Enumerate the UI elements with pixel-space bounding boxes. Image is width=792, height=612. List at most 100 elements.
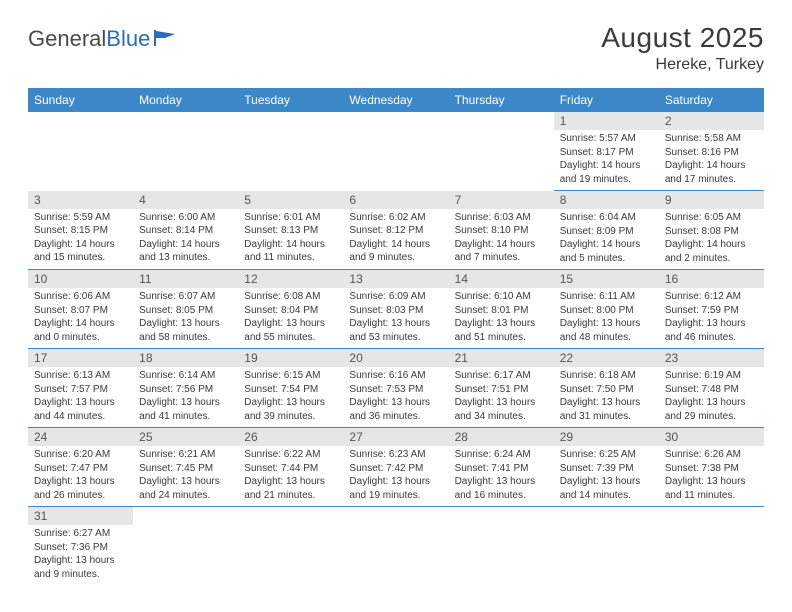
- daylight-line-b: and 46 minutes.: [665, 331, 758, 345]
- sunrise-line: Sunrise: 6:18 AM: [560, 369, 653, 383]
- sunset-line: Sunset: 7:39 PM: [560, 462, 653, 476]
- daylight-line-b: and 19 minutes.: [560, 173, 653, 187]
- daylight-line-a: Daylight: 13 hours: [665, 475, 758, 489]
- day-details: Sunrise: 6:13 AMSunset: 7:57 PMDaylight:…: [28, 367, 133, 427]
- day-number: 3: [28, 191, 133, 209]
- sunrise-line: Sunrise: 6:14 AM: [139, 369, 232, 383]
- sunset-line: Sunset: 7:47 PM: [34, 462, 127, 476]
- sunset-line: Sunset: 8:03 PM: [349, 304, 442, 318]
- day-details: Sunrise: 6:14 AMSunset: 7:56 PMDaylight:…: [133, 367, 238, 427]
- day-number: 27: [343, 428, 448, 446]
- day-details: Sunrise: 6:11 AMSunset: 8:00 PMDaylight:…: [554, 288, 659, 348]
- weekday-header: Monday: [133, 88, 238, 112]
- sunset-line: Sunset: 7:48 PM: [665, 383, 758, 397]
- day-number: 10: [28, 270, 133, 288]
- day-details: Sunrise: 5:57 AMSunset: 8:17 PMDaylight:…: [554, 130, 659, 190]
- day-number: 1: [554, 112, 659, 130]
- day-details: Sunrise: 6:17 AMSunset: 7:51 PMDaylight:…: [449, 367, 554, 427]
- sunrise-line: Sunrise: 6:13 AM: [34, 369, 127, 383]
- calendar-week-row: 17Sunrise: 6:13 AMSunset: 7:57 PMDayligh…: [28, 349, 764, 428]
- flag-icon: [153, 29, 179, 47]
- day-details: Sunrise: 6:19 AMSunset: 7:48 PMDaylight:…: [659, 367, 764, 427]
- daylight-line-a: Daylight: 13 hours: [139, 317, 232, 331]
- day-number: 20: [343, 349, 448, 367]
- day-details: Sunrise: 5:58 AMSunset: 8:16 PMDaylight:…: [659, 130, 764, 190]
- sunset-line: Sunset: 7:59 PM: [665, 304, 758, 318]
- daylight-line-b: and 16 minutes.: [455, 489, 548, 503]
- calendar-day-cell: 8Sunrise: 6:04 AMSunset: 8:09 PMDaylight…: [554, 191, 659, 270]
- calendar-day-cell: 13Sunrise: 6:09 AMSunset: 8:03 PMDayligh…: [343, 270, 448, 349]
- sunrise-line: Sunrise: 6:03 AM: [455, 211, 548, 225]
- day-details: Sunrise: 6:02 AMSunset: 8:12 PMDaylight:…: [343, 209, 448, 269]
- calendar-day-cell: 10Sunrise: 6:06 AMSunset: 8:07 PMDayligh…: [28, 270, 133, 349]
- sunrise-line: Sunrise: 5:57 AM: [560, 132, 653, 146]
- sunrise-line: Sunrise: 6:11 AM: [560, 290, 653, 304]
- day-number: 2: [659, 112, 764, 130]
- daylight-line-a: Daylight: 13 hours: [34, 396, 127, 410]
- daylight-line-a: Daylight: 14 hours: [665, 159, 758, 173]
- calendar-day-cell: [449, 112, 554, 191]
- calendar-day-cell: 15Sunrise: 6:11 AMSunset: 8:00 PMDayligh…: [554, 270, 659, 349]
- daylight-line-b: and 48 minutes.: [560, 331, 653, 345]
- sunset-line: Sunset: 8:07 PM: [34, 304, 127, 318]
- daylight-line-b: and 55 minutes.: [244, 331, 337, 345]
- calendar-day-cell: 26Sunrise: 6:22 AMSunset: 7:44 PMDayligh…: [238, 428, 343, 507]
- calendar-day-cell: 7Sunrise: 6:03 AMSunset: 8:10 PMDaylight…: [449, 191, 554, 270]
- daylight-line-b: and 19 minutes.: [349, 489, 442, 503]
- day-details: Sunrise: 6:05 AMSunset: 8:08 PMDaylight:…: [659, 209, 764, 269]
- calendar-day-cell: [554, 507, 659, 586]
- sunset-line: Sunset: 8:12 PM: [349, 224, 442, 238]
- calendar-day-cell: 27Sunrise: 6:23 AMSunset: 7:42 PMDayligh…: [343, 428, 448, 507]
- daylight-line-a: Daylight: 13 hours: [34, 554, 127, 568]
- sunrise-line: Sunrise: 6:04 AM: [560, 211, 653, 225]
- daylight-line-a: Daylight: 13 hours: [349, 317, 442, 331]
- calendar-day-cell: [238, 507, 343, 586]
- day-number: 30: [659, 428, 764, 446]
- daylight-line-b: and 11 minutes.: [244, 251, 337, 265]
- day-details: Sunrise: 6:15 AMSunset: 7:54 PMDaylight:…: [238, 367, 343, 427]
- logo-text-a: General: [28, 26, 106, 52]
- sunrise-line: Sunrise: 6:25 AM: [560, 448, 653, 462]
- daylight-line-a: Daylight: 14 hours: [244, 238, 337, 252]
- sunset-line: Sunset: 7:56 PM: [139, 383, 232, 397]
- sunrise-line: Sunrise: 6:08 AM: [244, 290, 337, 304]
- day-details: Sunrise: 6:18 AMSunset: 7:50 PMDaylight:…: [554, 367, 659, 427]
- daylight-line-a: Daylight: 13 hours: [560, 317, 653, 331]
- calendar-week-row: 1Sunrise: 5:57 AMSunset: 8:17 PMDaylight…: [28, 112, 764, 191]
- sunset-line: Sunset: 7:44 PM: [244, 462, 337, 476]
- daylight-line-a: Daylight: 14 hours: [34, 238, 127, 252]
- day-number: 23: [659, 349, 764, 367]
- sunset-line: Sunset: 8:10 PM: [455, 224, 548, 238]
- daylight-line-a: Daylight: 13 hours: [455, 475, 548, 489]
- day-details: Sunrise: 6:20 AMSunset: 7:47 PMDaylight:…: [28, 446, 133, 506]
- sunset-line: Sunset: 7:50 PM: [560, 383, 653, 397]
- day-number: 25: [133, 428, 238, 446]
- daylight-line-b: and 9 minutes.: [34, 568, 127, 582]
- daylight-line-a: Daylight: 13 hours: [665, 317, 758, 331]
- calendar-day-cell: 23Sunrise: 6:19 AMSunset: 7:48 PMDayligh…: [659, 349, 764, 428]
- sunrise-line: Sunrise: 5:59 AM: [34, 211, 127, 225]
- day-details: Sunrise: 6:01 AMSunset: 8:13 PMDaylight:…: [238, 209, 343, 269]
- day-details: Sunrise: 6:27 AMSunset: 7:36 PMDaylight:…: [28, 525, 133, 585]
- day-number: 12: [238, 270, 343, 288]
- sunset-line: Sunset: 7:54 PM: [244, 383, 337, 397]
- title-block: August 2025 Hereke, Turkey: [601, 22, 764, 74]
- day-details: Sunrise: 6:08 AMSunset: 8:04 PMDaylight:…: [238, 288, 343, 348]
- day-details: Sunrise: 6:03 AMSunset: 8:10 PMDaylight:…: [449, 209, 554, 269]
- day-details: Sunrise: 6:10 AMSunset: 8:01 PMDaylight:…: [449, 288, 554, 348]
- calendar-day-cell: 28Sunrise: 6:24 AMSunset: 7:41 PMDayligh…: [449, 428, 554, 507]
- daylight-line-a: Daylight: 13 hours: [34, 475, 127, 489]
- logo-text-b: Blue: [106, 26, 150, 52]
- calendar-day-cell: 6Sunrise: 6:02 AMSunset: 8:12 PMDaylight…: [343, 191, 448, 270]
- sunset-line: Sunset: 7:45 PM: [139, 462, 232, 476]
- day-number: 26: [238, 428, 343, 446]
- daylight-line-a: Daylight: 14 hours: [560, 159, 653, 173]
- day-details: Sunrise: 6:12 AMSunset: 7:59 PMDaylight:…: [659, 288, 764, 348]
- daylight-line-a: Daylight: 13 hours: [349, 396, 442, 410]
- daylight-line-a: Daylight: 14 hours: [665, 238, 758, 252]
- sunset-line: Sunset: 7:57 PM: [34, 383, 127, 397]
- daylight-line-b: and 34 minutes.: [455, 410, 548, 424]
- calendar-day-cell: 14Sunrise: 6:10 AMSunset: 8:01 PMDayligh…: [449, 270, 554, 349]
- day-number: 16: [659, 270, 764, 288]
- weekday-header: Sunday: [28, 88, 133, 112]
